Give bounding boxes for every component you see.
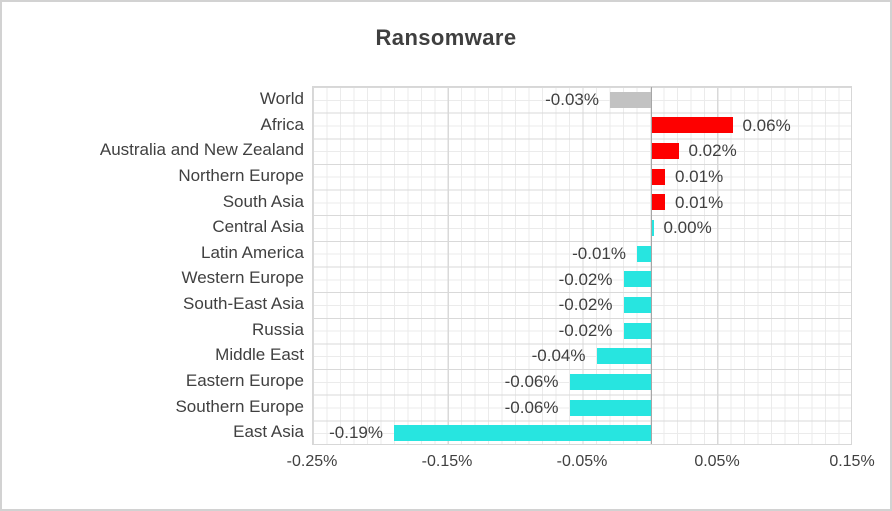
category-label: Southern Europe: [175, 396, 304, 416]
chart-title: Ransomware: [375, 25, 517, 50]
bar-western-europe: [623, 271, 651, 288]
value-axis-tick-labels: -0.25% -0.15% -0.05% 0.05% 0.15%: [287, 453, 875, 475]
category-label: Western Europe: [181, 268, 304, 288]
value-label: 0.00%: [663, 218, 712, 238]
value-label: -0.19%: [329, 423, 383, 443]
category-label: World: [259, 89, 304, 108]
category-label: East Asia: [233, 422, 304, 442]
bar-eastern-europe: [569, 373, 651, 390]
value-label: -0.02%: [558, 320, 613, 340]
x-tick-label: 0.05%: [694, 453, 740, 470]
x-tick-label: 0.15%: [829, 453, 875, 470]
category-label: South Asia: [222, 191, 304, 211]
bar-northern-europe: [651, 168, 665, 185]
value-label: 0.01%: [675, 166, 724, 186]
bar-east-asia: [394, 425, 651, 442]
value-label: -0.02%: [558, 269, 613, 289]
x-tick-label: -0.05%: [556, 453, 608, 470]
bar-africa: [651, 117, 733, 134]
category-label: Russia: [252, 319, 304, 339]
category-label: Middle East: [215, 345, 304, 365]
bar-australia-and-new-zealand: [651, 143, 679, 160]
x-tick-label: -0.15%: [421, 453, 473, 470]
category-label: Central Asia: [212, 217, 304, 237]
value-label: -0.04%: [531, 346, 586, 366]
value-label: 0.02%: [688, 141, 737, 161]
bar-latin-america: [637, 245, 651, 262]
category-label: Eastern Europe: [185, 371, 304, 391]
value-label: 0.06%: [742, 115, 791, 135]
bar-southern-europe: [569, 399, 651, 416]
zero-axis-line: [650, 87, 652, 444]
plot-area: -0.03% 0.06% 0.02% 0.01% 0.01% 0.00% -0.01% -0.…: [312, 86, 852, 445]
bar-central-asia: [651, 220, 654, 237]
value-label: -0.06%: [504, 397, 559, 417]
category-label: Latin America: [201, 242, 304, 262]
category-label: South-East Asia: [183, 294, 304, 314]
bar-russia: [623, 322, 651, 339]
value-label: -0.01%: [572, 243, 626, 263]
bar-south-asia: [651, 194, 665, 211]
value-label: -0.02%: [558, 295, 613, 315]
category-label: Africa: [260, 114, 304, 134]
value-label: -0.03%: [545, 90, 599, 109]
category-label: Australia and New Zealand: [99, 140, 304, 160]
x-tick-label: -0.25%: [286, 453, 338, 470]
value-label: 0.01%: [675, 192, 724, 212]
bar-middle-east: [596, 348, 651, 365]
value-label: -0.06%: [504, 372, 559, 392]
bar-south-east-asia: [623, 296, 651, 313]
bar-world: [610, 91, 651, 108]
category-label: Northern Europe: [178, 165, 304, 185]
category-axis-labels: World Africa Australia and New Zealand Nort…: [2, 86, 304, 445]
